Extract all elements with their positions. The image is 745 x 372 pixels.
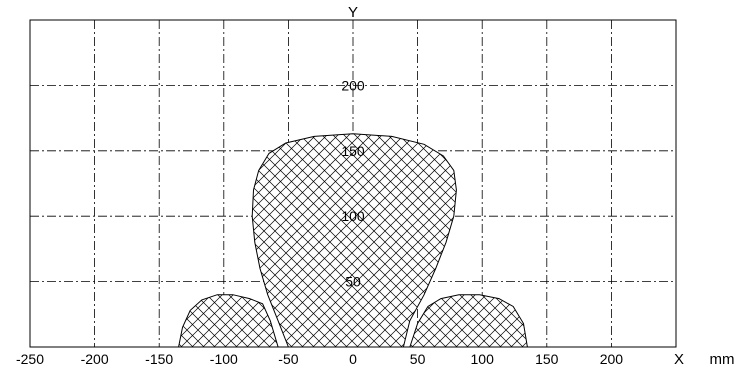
y-tick-label: 100 (341, 208, 365, 224)
plot-frame (29, 19, 677, 348)
x-tick-label: -250 (16, 351, 44, 367)
x-tick-label: -100 (210, 351, 238, 367)
x-tick-label: 50 (410, 351, 426, 367)
x-tick-label: 150 (535, 351, 559, 367)
region-2 (409, 294, 528, 348)
x-tick-label: 0 (349, 351, 357, 367)
reachable-regions (177, 133, 528, 348)
region-0 (251, 133, 457, 348)
x-tick-label: -150 (145, 351, 173, 367)
y-axis-label: Y (348, 4, 358, 21)
y-tick-label: 50 (345, 274, 361, 290)
region-1 (177, 294, 279, 348)
x-tick-label: 200 (600, 351, 624, 367)
tick-labels: -250 -200 -150 -100 -50 0 50 100 150 200 50 100 150 2… (16, 77, 623, 367)
x-tick-label: -50 (278, 351, 298, 367)
x-tick-label: 100 (471, 351, 495, 367)
x-axis-label: X (674, 351, 684, 368)
unit-label: mm (710, 351, 735, 368)
y-tick-label: 150 (341, 143, 365, 159)
y-tick-label: 200 (341, 77, 365, 93)
x-tick-label: -200 (81, 351, 109, 367)
